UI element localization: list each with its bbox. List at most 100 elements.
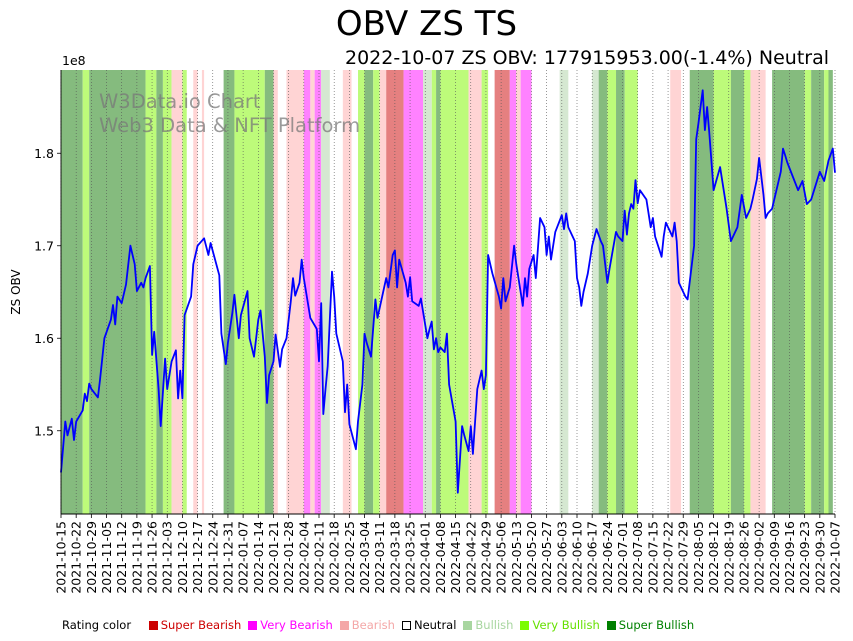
rating-band-super-bullish <box>616 70 625 514</box>
x-tick-label: 2022-08-12 <box>706 521 721 594</box>
x-tick-label: 2022-04-15 <box>448 521 463 594</box>
rating-band-bearish <box>193 70 198 514</box>
x-tick-label: 2022-08-19 <box>721 521 736 594</box>
rating-band-super-bullish <box>772 70 805 514</box>
x-tick-label: 2021-10-15 <box>54 521 69 594</box>
x-tick-label: 2022-01-28 <box>281 521 296 594</box>
rating-band-very-bearish <box>314 70 322 514</box>
rating-band-super-bullish <box>264 70 274 514</box>
legend-item: Bullish <box>463 617 513 633</box>
x-tick-label: 2022-04-22 <box>463 521 478 594</box>
rating-band-super-bullish <box>223 70 235 514</box>
rating-band-super-bullish <box>598 70 608 514</box>
x-tick-label: 2022-05-27 <box>539 521 554 594</box>
rating-band-bearish <box>310 70 315 514</box>
rating-band-super-bullish <box>364 70 374 514</box>
x-tick-label: 2021-11-19 <box>129 521 144 594</box>
x-tick-label: 2022-07-15 <box>645 521 660 594</box>
x-tick-label: 2021-10-29 <box>84 521 99 594</box>
x-tick-label: 2022-02-11 <box>312 521 327 594</box>
legend-swatch <box>606 621 616 630</box>
x-tick-label: 2022-03-18 <box>387 521 402 594</box>
x-gridlines <box>60 70 836 514</box>
legend-item: Neutral <box>401 617 457 633</box>
rating-band-super-bullish <box>61 70 83 514</box>
x-tick-label: 2022-04-08 <box>433 521 448 594</box>
rating-band-super-bullish <box>828 70 833 514</box>
legend-swatch <box>148 621 158 630</box>
rating-band-bullish <box>423 70 432 514</box>
x-tick-label: 2022-04-01 <box>418 521 433 594</box>
x-tick-label: 2022-03-11 <box>372 521 387 594</box>
x-tick-label: 2022-05-13 <box>509 521 524 594</box>
x-tick-label: 2022-07-01 <box>615 521 630 594</box>
watermark-line: Web3 Data & NFT Platform <box>99 114 360 137</box>
rating-band-very-bearish <box>303 70 311 514</box>
x-tick-label: 2021-12-31 <box>220 521 235 594</box>
x-tick-label: 2022-01-14 <box>251 521 266 594</box>
x-tick-label: 2021-12-10 <box>175 521 190 594</box>
y-axis-label: ZS OBV <box>9 269 23 315</box>
legend-swatch <box>248 621 258 630</box>
y-tick-label: 1.6 <box>34 331 54 346</box>
rating-band-bullish <box>592 70 599 514</box>
watermark-line: W3Data.io Chart <box>99 90 261 113</box>
obv-line <box>60 89 836 494</box>
rating-legend: Rating color Super Bearish Very Bearish Be… <box>62 617 701 633</box>
x-tick-label: 2021-10-22 <box>69 521 84 594</box>
x-tick-label: 2022-09-09 <box>767 521 782 594</box>
legend-item: Very Bearish <box>248 617 333 633</box>
legend-label: Neutral <box>413 618 457 632</box>
chart-title: OBV ZS TS <box>335 4 518 44</box>
x-tick-label: 2022-09-30 <box>812 521 827 594</box>
x-tick-label: 2022-01-21 <box>266 521 281 594</box>
rating-bands <box>61 70 833 514</box>
x-tick-label: 2022-06-24 <box>600 521 615 594</box>
rating-band-very-bullish <box>824 70 829 514</box>
legend-label: Super Bullish <box>618 618 695 632</box>
chart-subtitle: 2022-10-07 ZS OBV: 177915953.00(-1.4%) N… <box>345 47 829 69</box>
x-tick-label: 2022-02-25 <box>342 521 357 594</box>
x-tick-label: 2022-03-04 <box>357 521 372 594</box>
legend-item: Very Bullish <box>520 617 600 633</box>
x-tick-label: 2022-08-05 <box>691 521 706 594</box>
rating-band-very-bullish <box>440 70 469 514</box>
x-tick-label: 2022-07-29 <box>676 521 691 594</box>
rating-band-bearish <box>171 70 183 514</box>
x-tick-label: 2022-08-26 <box>736 521 751 594</box>
rating-band-very-bullish <box>358 70 365 514</box>
rating-band-bearish <box>201 70 205 514</box>
legend-swatch <box>401 621 411 630</box>
x-tick-label: 2022-06-03 <box>554 521 569 594</box>
legend-swatch <box>339 621 349 630</box>
rating-band-very-bullish <box>182 70 187 514</box>
x-tick-label: 2021-12-03 <box>160 521 175 594</box>
rating-band-very-bullish <box>481 70 489 514</box>
legend-label: Bullish <box>475 618 514 632</box>
x-tick-label: 2022-06-17 <box>585 521 600 594</box>
x-tick-label: 2022-09-16 <box>782 521 797 594</box>
legend-item: Super Bearish <box>148 617 241 633</box>
rating-band-super-bullish <box>730 70 744 514</box>
x-tick-label: 2022-07-22 <box>661 521 676 594</box>
rating-band-very-bullish <box>743 70 751 514</box>
rating-band-very-bullish <box>82 70 90 514</box>
y-tick-label: 1.8 <box>34 146 54 161</box>
rating-band-bearish <box>516 70 521 514</box>
x-tick-label: 2022-01-07 <box>236 521 251 594</box>
rating-band-bearish <box>750 70 766 514</box>
x-tick-label: 2021-11-05 <box>99 521 114 594</box>
rating-band-bullish <box>321 70 330 514</box>
rating-band-very-bearish <box>509 70 517 514</box>
rating-band-bearish <box>670 70 682 514</box>
x-tick-label: 2021-11-12 <box>114 521 129 594</box>
legend-swatch <box>463 621 473 630</box>
y-axis-multiplier: 1e8 <box>62 53 86 68</box>
x-tick-label: 2022-09-23 <box>797 521 812 594</box>
legend-label: Bearish <box>351 618 395 632</box>
legend-item: Bearish <box>339 617 395 633</box>
rating-band-bullish <box>559 70 569 514</box>
obv-series <box>60 89 836 494</box>
